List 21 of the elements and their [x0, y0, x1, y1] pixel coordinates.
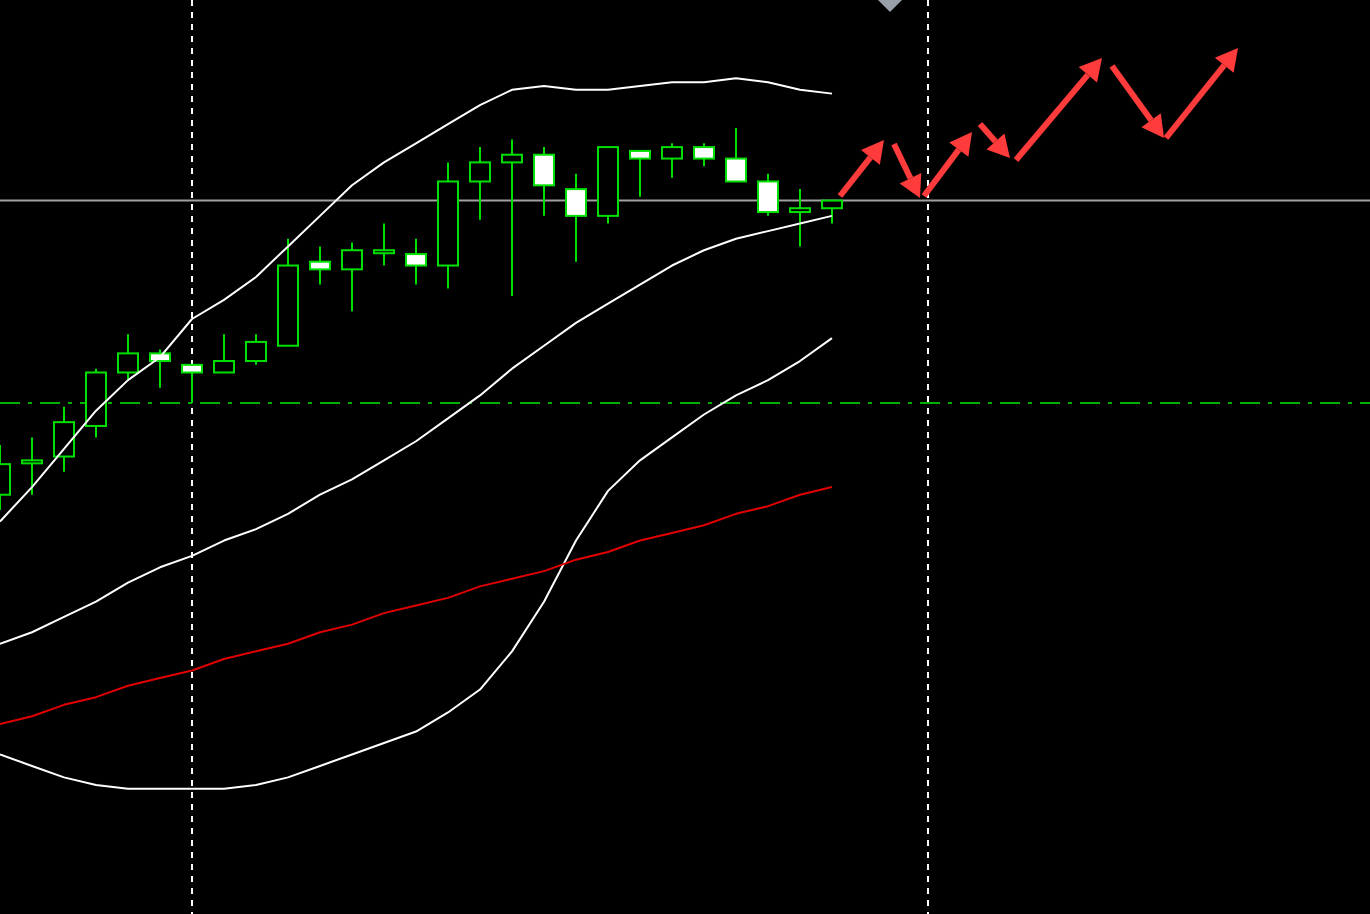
- candlestick: [533, 146, 555, 217]
- candlestick: [53, 405, 75, 473]
- candlestick: [565, 172, 587, 263]
- candlestick: [693, 142, 715, 168]
- candlestick: [213, 333, 235, 374]
- candlestick: [405, 237, 427, 286]
- candlestick: [821, 199, 843, 225]
- candlestick: [245, 333, 267, 366]
- candlestick: [501, 138, 523, 298]
- candlestick: [757, 172, 779, 217]
- candlestick: [149, 348, 171, 389]
- candlestick: [117, 333, 139, 382]
- candlestick: [725, 127, 747, 183]
- candlestick: [789, 188, 811, 248]
- candlestick: [661, 142, 683, 179]
- candlestick: [373, 222, 395, 267]
- candlestick: [21, 436, 43, 496]
- candlestick: [309, 245, 331, 286]
- candlestick: [629, 149, 651, 198]
- candlestick: [469, 146, 491, 221]
- candlestick: [341, 241, 363, 313]
